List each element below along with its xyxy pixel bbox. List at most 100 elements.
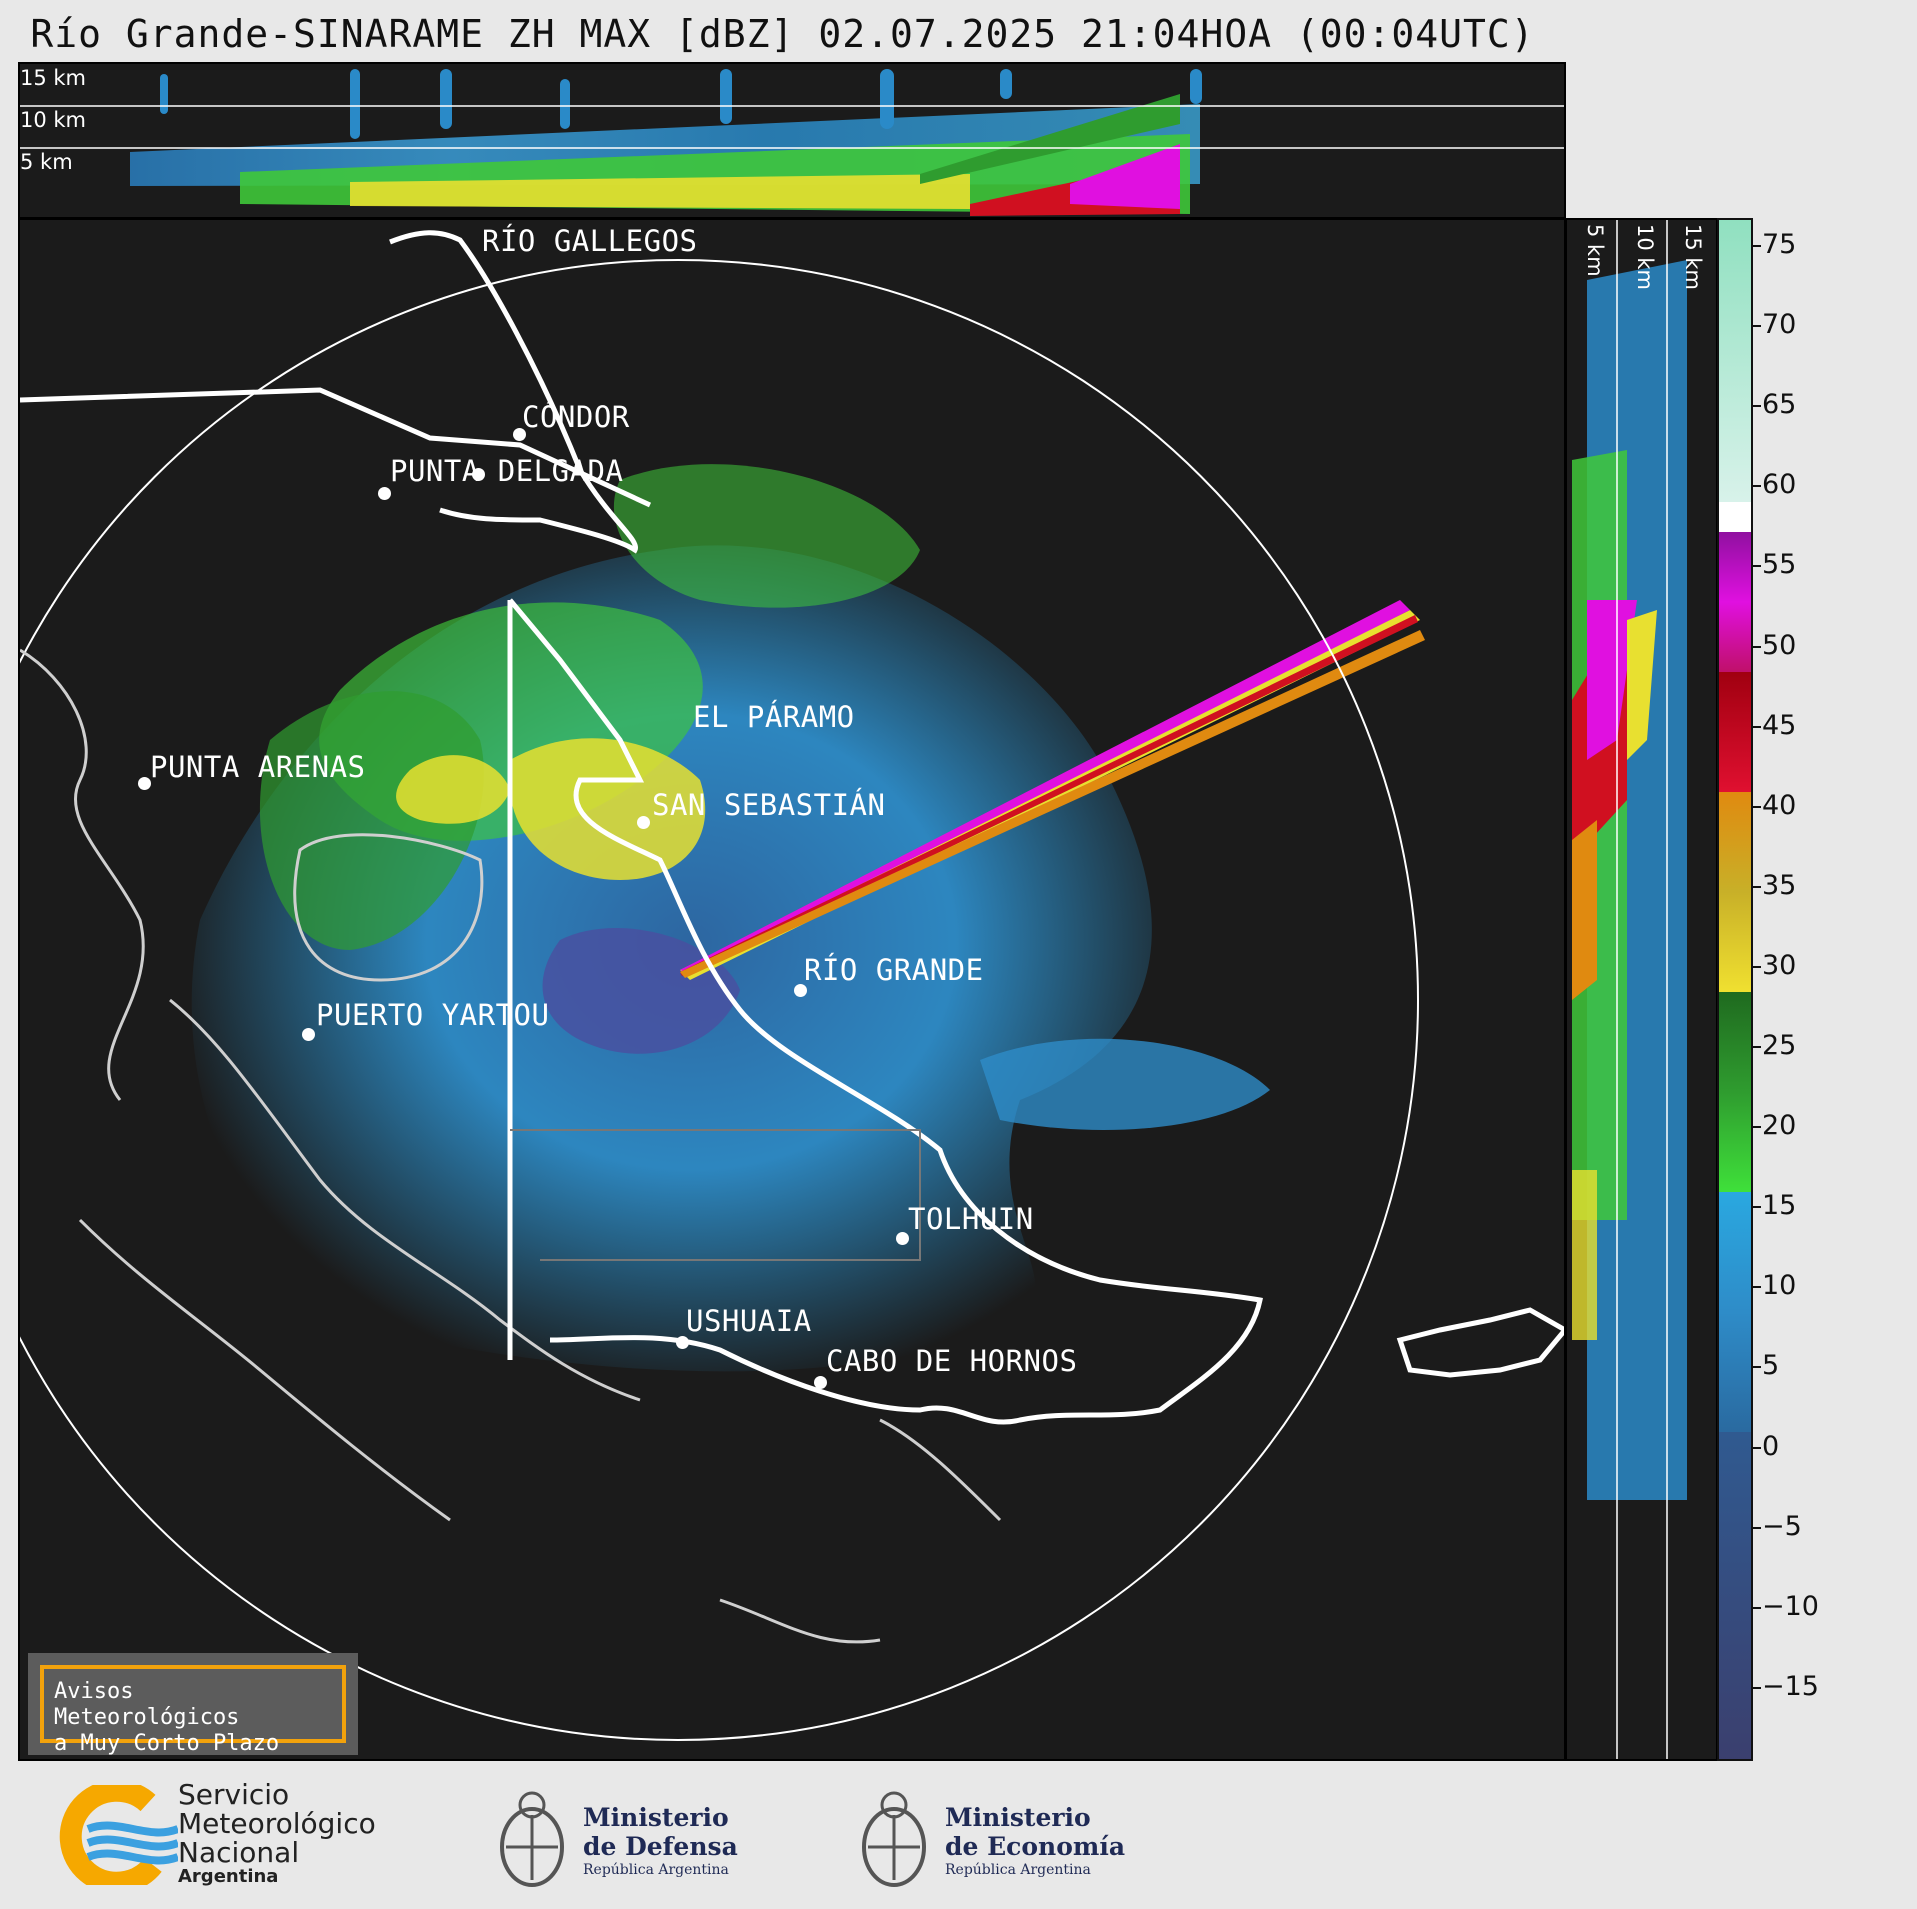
colorbar-tick-mark: [1753, 645, 1761, 648]
city-dot-punta-arenas: [138, 777, 151, 790]
colorbar-segment-white: [1719, 502, 1751, 532]
smn-logo-text: Servicio Meteorológico Nacional Argentin…: [178, 1780, 376, 1887]
top-alt-label-5km: 5 km: [20, 150, 73, 174]
colorbar-tick-mark: [1753, 405, 1761, 408]
city-label-puerto-yartou: PUERTO YARTOU: [316, 998, 550, 1032]
city-dot-ushuaia: [676, 1336, 689, 1349]
defensa-seal-icon: [494, 1775, 570, 1895]
colorbar-segment-red: [1719, 672, 1751, 792]
colorbar-tick-mark: [1753, 1526, 1761, 1529]
colorbar-tick-label: −10: [1762, 1590, 1819, 1622]
defensa-line3: República Argentina: [583, 1862, 729, 1878]
colorbar: [1717, 218, 1753, 1761]
colorbar-tick-mark: [1753, 1686, 1761, 1689]
economia-line1: Ministerio: [945, 1803, 1091, 1832]
side-cross-section-panel: 5 km 10 km 15 km: [1565, 218, 1718, 1761]
colorbar-tick-label: 20: [1762, 1110, 1797, 1142]
top-cross-section-panel: 15 km 10 km 5 km: [18, 62, 1566, 219]
colorbar-segment-magenta: [1719, 532, 1751, 672]
colorbar-tick-label: 55: [1762, 549, 1797, 581]
economia-seal-icon: [856, 1775, 932, 1895]
colorbar-tick-label: 60: [1762, 469, 1797, 501]
colorbar-tick-mark: [1753, 1126, 1761, 1129]
city-dot-punta-delgada: [378, 487, 391, 500]
smn-logo: [58, 1785, 178, 1885]
colorbar-tick-label: 65: [1762, 389, 1797, 421]
city-label-punta-delgada: PUNTA DELGADA: [390, 454, 624, 488]
top-alt-label-10km: 10 km: [20, 108, 87, 132]
city-label-rio-grande: RÍO GRANDE: [804, 953, 984, 987]
colorbar-tick-label: 45: [1762, 709, 1797, 741]
colorbar-tick-label: 10: [1762, 1270, 1797, 1302]
side-alt-label-10km: 10 km: [1633, 224, 1657, 291]
side-alt-label-5km: 5 km: [1583, 224, 1607, 277]
colorbar-tick-mark: [1753, 1606, 1761, 1609]
radar-map-panel: RÍO GALLEGOS CÓNDOR PUNTA DELGADA EL PÁR…: [18, 218, 1566, 1761]
warning-box-line1: Avisos Meteorológicos: [54, 1679, 240, 1730]
colorbar-segment-mint: [1719, 220, 1751, 502]
colorbar-tick-label: 75: [1762, 229, 1797, 260]
colorbar-tick-label: 70: [1762, 309, 1797, 341]
colorbar-segment-orange-yellow: [1719, 792, 1751, 992]
colorbar-tick-mark: [1753, 1366, 1761, 1369]
colorbar-tick-label: 35: [1762, 869, 1797, 901]
colorbar-tick-mark: [1753, 1446, 1761, 1449]
colorbar-tick-label: 15: [1762, 1190, 1797, 1222]
city-dot-san-sebastian: [637, 816, 650, 829]
smn-line4: Argentina: [178, 1866, 279, 1887]
smn-line1: Servicio: [178, 1778, 290, 1811]
colorbar-tick-label: 40: [1762, 789, 1797, 821]
side-alt-label-15km: 15 km: [1681, 224, 1705, 291]
top-alt-label-15km: 15 km: [20, 66, 87, 90]
colorbar-tick-mark: [1753, 965, 1761, 968]
colorbar-tick-label: 5: [1762, 1350, 1780, 1382]
city-label-condor: CÓNDOR: [522, 400, 630, 434]
colorbar-tick-mark: [1753, 245, 1761, 247]
colorbar-tick-label: 30: [1762, 949, 1797, 981]
city-dot-rio-gallegos: [472, 468, 485, 481]
colorbar-tick-mark: [1753, 485, 1761, 488]
economia-logo-text: Ministerio de Economía República Argenti…: [945, 1803, 1125, 1879]
colorbar-tick-label: 50: [1762, 629, 1797, 661]
warning-box[interactable]: Avisos Meteorológicos a Muy Corto Plazo: [28, 1653, 358, 1756]
warning-box-frame: Avisos Meteorológicos a Muy Corto Plazo: [40, 1665, 346, 1756]
economia-line2: de Economía: [945, 1832, 1126, 1861]
defensa-line2: de Defensa: [583, 1832, 738, 1861]
top-cross-section-graphic: [20, 69, 1564, 216]
side-cross-section-graphic: [1572, 220, 1687, 1759]
city-dot-cabo-de-hornos: [814, 1376, 827, 1389]
colorbar-tick-label: −15: [1762, 1670, 1819, 1702]
radar-reflectivity-map: [20, 230, 1564, 1741]
defensa-logo-text: Ministerio de Defensa República Argentin…: [583, 1803, 738, 1879]
colorbar-tick-label: 0: [1762, 1430, 1780, 1462]
colorbar-tick-mark: [1753, 725, 1761, 728]
city-dot-rio-grande: [794, 984, 807, 997]
warning-box-line2: a Muy Corto Plazo: [54, 1731, 280, 1756]
city-label-punta-arenas: PUNTA ARENAS: [150, 750, 366, 784]
colorbar-tick-mark: [1753, 1286, 1761, 1289]
city-label-el-paramo: EL PÁRAMO: [693, 700, 855, 734]
city-label-tolhuin: TOLHUIN: [908, 1202, 1034, 1236]
city-dot-puerto-yartou: [302, 1028, 315, 1041]
city-dot-condor: [513, 428, 526, 441]
city-label-ushuaia: USHUAIA: [686, 1304, 812, 1338]
city-dot-tolhuin: [896, 1232, 909, 1245]
colorbar-tick-mark: [1753, 1046, 1761, 1048]
city-label-cabo-de-hornos: CABO DE HORNOS: [826, 1344, 1078, 1378]
colorbar-tick-mark: [1753, 565, 1761, 568]
colorbar-segment-green: [1719, 992, 1751, 1192]
smn-line2: Meteorológico: [178, 1807, 376, 1840]
colorbar-segment-blue: [1719, 1192, 1751, 1432]
colorbar-tick-mark: [1753, 885, 1761, 888]
colorbar-tick-mark: [1753, 1206, 1761, 1209]
chart-title: Río Grande-SINARAME ZH MAX [dBZ] 02.07.2…: [30, 12, 1535, 56]
smn-line3: Nacional: [178, 1836, 300, 1869]
city-label-rio-gallegos: RÍO GALLEGOS: [482, 224, 698, 258]
colorbar-tick-label: −5: [1762, 1510, 1802, 1542]
economia-line3: República Argentina: [945, 1862, 1091, 1878]
colorbar-tick-mark: [1753, 805, 1761, 808]
colorbar-tick-mark: [1753, 325, 1761, 328]
city-label-san-sebastian: SAN SEBASTIÁN: [652, 788, 886, 822]
colorbar-segment-dark-blue: [1719, 1432, 1751, 1759]
smn-logo-icon: [59, 1785, 178, 1885]
